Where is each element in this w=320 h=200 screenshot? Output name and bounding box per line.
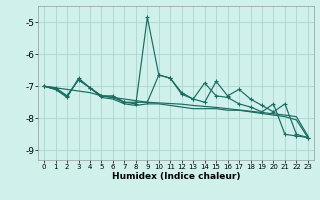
X-axis label: Humidex (Indice chaleur): Humidex (Indice chaleur)	[112, 172, 240, 181]
